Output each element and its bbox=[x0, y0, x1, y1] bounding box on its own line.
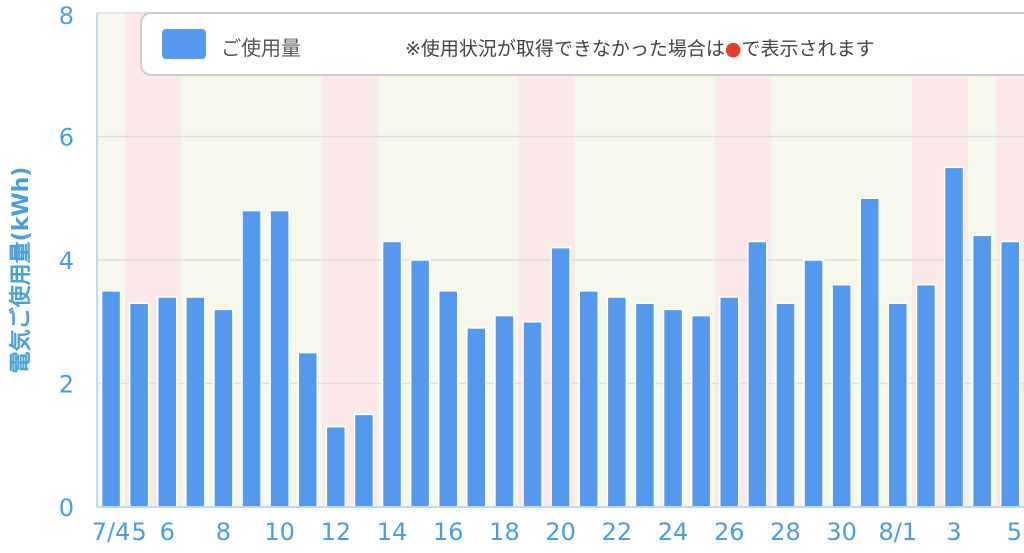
bar-12 bbox=[325, 425, 347, 508]
bar-19 bbox=[522, 321, 543, 508]
bar-28 bbox=[775, 302, 796, 508]
x-tick-label: 26 bbox=[714, 518, 745, 546]
x-tick-label: 30 bbox=[826, 518, 857, 546]
bar-16 bbox=[438, 290, 459, 508]
bar-5 bbox=[1000, 240, 1021, 508]
bar-26 bbox=[719, 296, 740, 508]
bar-7/4 bbox=[100, 290, 122, 508]
x-tick-label: 12 bbox=[321, 518, 352, 546]
x-tick-label: 6 bbox=[160, 518, 175, 546]
x-tick-label: 22 bbox=[602, 518, 633, 546]
bar-5 bbox=[128, 302, 150, 508]
bar-9 bbox=[241, 209, 262, 508]
x-tick-label: 5 bbox=[132, 518, 147, 546]
x-tick-label: 14 bbox=[377, 518, 408, 546]
x-tick-label: 5 bbox=[1007, 518, 1022, 546]
bar-20 bbox=[550, 246, 571, 508]
bar-3 bbox=[943, 166, 965, 508]
bar-29 bbox=[803, 259, 824, 508]
bar-2 bbox=[915, 283, 937, 508]
bar-8/1 bbox=[887, 302, 909, 508]
bar-18 bbox=[494, 314, 515, 508]
x-tick-label: 20 bbox=[545, 518, 576, 546]
x-tick-label: 3 bbox=[946, 518, 961, 546]
bar-11 bbox=[297, 351, 318, 508]
legend-series-name: ご使用量 bbox=[221, 36, 301, 60]
bar-25 bbox=[690, 314, 712, 508]
bar-4 bbox=[971, 234, 993, 508]
legend: ご使用量 ※使用状況が取得できなかった場合は●で表示されます bbox=[140, 12, 1024, 76]
bar-22 bbox=[606, 296, 628, 508]
x-tick-label: 8/1 bbox=[879, 518, 918, 546]
bar-30 bbox=[831, 283, 852, 508]
bar-6 bbox=[157, 296, 178, 508]
bar-14 bbox=[381, 240, 403, 508]
bar-7 bbox=[185, 296, 206, 508]
y-tick-label: 6 bbox=[59, 124, 74, 152]
axes bbox=[96, 13, 1024, 508]
x-tick-label: 10 bbox=[264, 518, 295, 546]
x-tick-label: 18 bbox=[489, 518, 520, 546]
x-tick-label: 8 bbox=[216, 518, 231, 546]
y-tick-label: 2 bbox=[59, 371, 74, 399]
x-tick-labels: 7/4 5 6 8 10 12 14 16 18 20 22 24 26 28 30 8/1 3 5 bbox=[92, 518, 1022, 546]
bar-21 bbox=[578, 290, 599, 508]
x-tick-label: 16 bbox=[433, 518, 464, 546]
y-tick-label: 0 bbox=[59, 494, 74, 522]
bar-24 bbox=[662, 308, 684, 508]
bar-31 bbox=[859, 197, 880, 508]
x-tick-label: 28 bbox=[770, 518, 801, 546]
legend-box bbox=[140, 12, 1024, 76]
missing-marker-dot: ● bbox=[725, 38, 742, 60]
bar-8 bbox=[213, 308, 234, 508]
y-axis-label: 電気ご使用量(kWh) bbox=[8, 167, 34, 374]
x-tick-label: 7/4 bbox=[92, 518, 131, 546]
y-tick-labels: 0 2 4 6 8 bbox=[59, 2, 74, 522]
bar-23 bbox=[634, 302, 656, 508]
bar-10 bbox=[269, 209, 290, 508]
bar-15 bbox=[409, 259, 431, 508]
bar-13 bbox=[353, 413, 375, 508]
legend-note: ※使用状況が取得できなかった場合は●で表示されます bbox=[405, 38, 875, 60]
x-tick-label: 24 bbox=[658, 518, 689, 546]
y-tick-label: 8 bbox=[59, 2, 74, 30]
bar-17 bbox=[466, 327, 487, 508]
y-tick-label: 4 bbox=[59, 247, 74, 275]
legend-swatch bbox=[162, 29, 206, 59]
bar-27 bbox=[747, 240, 768, 508]
